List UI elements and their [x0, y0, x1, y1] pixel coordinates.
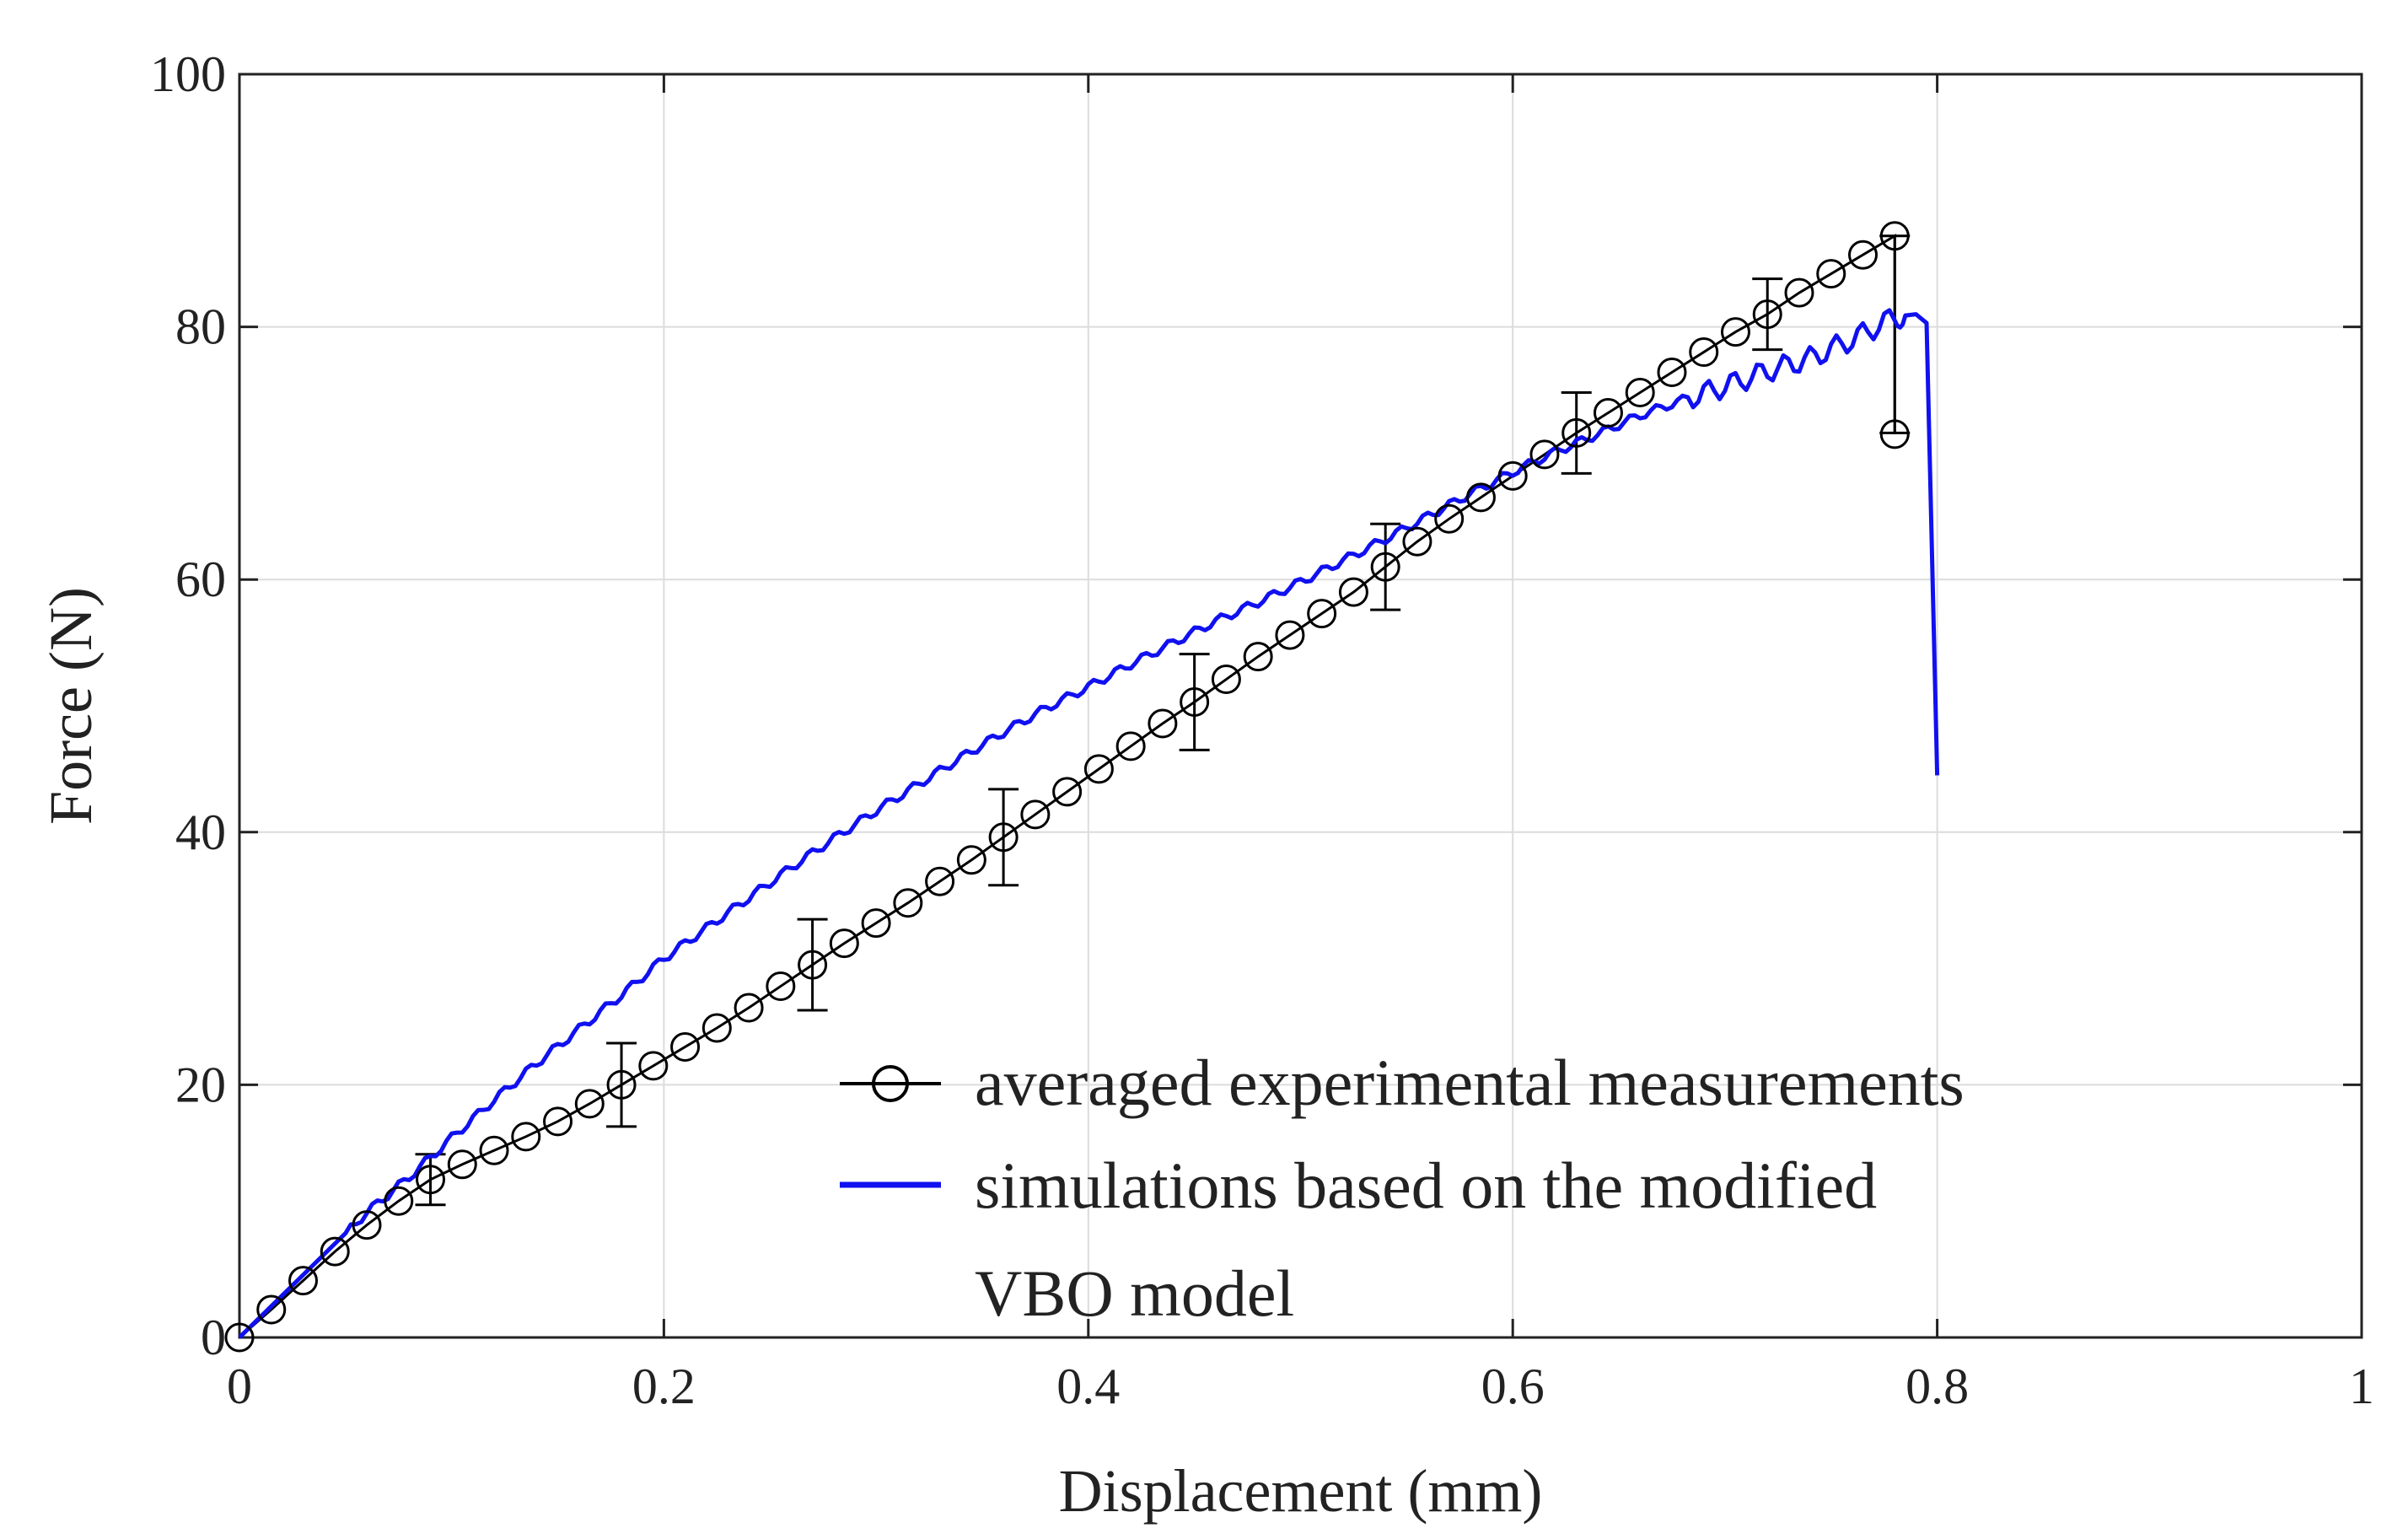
legend-marker-experimental	[872, 1065, 909, 1102]
error-bar	[1752, 277, 1783, 352]
experimental-point	[1561, 417, 1592, 448]
experimental-point	[1689, 337, 1719, 368]
legend: averaged experimental measurements simul…	[840, 1046, 1965, 1330]
experimental-point	[1625, 377, 1655, 407]
error-bar	[797, 917, 828, 1012]
experimental-point	[543, 1106, 573, 1137]
experimental-point	[1848, 239, 1879, 270]
error-bar	[1879, 234, 1911, 434]
experimental-point	[1816, 259, 1846, 289]
y-axis-title: Force (N)	[37, 587, 105, 825]
experimental-point	[1402, 526, 1432, 557]
experimental-point	[1083, 754, 1114, 784]
experimental-point	[861, 908, 891, 939]
experimental-point	[1052, 777, 1083, 807]
error-bar	[1561, 390, 1592, 475]
x-tick-label: 1	[2349, 1359, 2374, 1414]
experimental-point	[416, 1165, 446, 1195]
x-tick-label: 0	[227, 1359, 252, 1414]
experimental-point	[288, 1266, 319, 1296]
experimental-point	[511, 1122, 541, 1152]
x-tick-label: 0.8	[1905, 1359, 1969, 1414]
experimental-point	[1752, 299, 1782, 330]
x-tick-label: 0.4	[1056, 1359, 1120, 1414]
legend-label-experimental: averaged experimental measurements	[975, 1046, 1965, 1119]
experimental-point	[320, 1236, 350, 1267]
experimental-point	[479, 1135, 509, 1165]
experimental-point	[1593, 397, 1623, 428]
experimental-point	[1020, 799, 1051, 830]
experimental-point	[1243, 642, 1273, 672]
experimental-point	[1465, 482, 1496, 513]
experimental-point	[1657, 358, 1687, 388]
error-bar	[1370, 522, 1401, 611]
experimental-point	[352, 1210, 382, 1240]
experimental-point	[1720, 317, 1750, 347]
experimental-point	[224, 1322, 255, 1353]
experimental-point	[1370, 552, 1400, 582]
experimental-point	[893, 888, 923, 918]
y-tick-label: 60	[175, 552, 226, 607]
experimental-point	[1529, 439, 1560, 470]
experimental-point	[1497, 460, 1528, 491]
x-tick-label: 0.6	[1481, 1359, 1545, 1414]
experimental-point	[1879, 221, 1910, 251]
experimental-point	[766, 971, 796, 1002]
error-bar	[1179, 653, 1210, 751]
experimental-point	[1784, 277, 1814, 308]
y-tick-labels: 0 20 40 60 80 100	[150, 46, 226, 1365]
y-tick-label: 40	[175, 804, 226, 860]
experimental-point	[670, 1031, 701, 1062]
simulation-line	[238, 308, 1940, 1339]
y-tick-label: 0	[201, 1310, 226, 1365]
legend-entry-experimental: averaged experimental measurements	[840, 1046, 1965, 1119]
experimental-point	[1115, 731, 1146, 761]
experimental-point	[1434, 503, 1465, 534]
experimental-point	[798, 950, 828, 980]
experimental-point	[988, 822, 1019, 853]
y-tick-label: 20	[175, 1057, 226, 1112]
experimental-point	[574, 1089, 605, 1119]
experimental-point	[256, 1294, 287, 1325]
experimental-point	[1148, 708, 1178, 739]
experimental-point	[1879, 419, 1910, 449]
legend-label-simulation-line1: simulations based on the modified	[975, 1149, 1877, 1222]
legend-entry-simulation: simulations based on the modified VBO mo…	[840, 1149, 1877, 1330]
experimental-point	[701, 1013, 732, 1043]
legend-label-simulation-line2: VBO model	[975, 1256, 1294, 1330]
experimental-point	[1211, 665, 1241, 695]
experimental-point	[447, 1149, 477, 1180]
error-bar	[988, 788, 1019, 887]
experimental-point	[384, 1186, 414, 1216]
experimental-point	[1307, 599, 1337, 629]
experimental-point	[606, 1069, 637, 1100]
experimental-point	[956, 845, 986, 875]
data-series	[224, 221, 1940, 1353]
experimental-line	[239, 234, 1896, 1339]
experimental-point	[1338, 577, 1368, 607]
experimental-point	[829, 928, 859, 959]
y-tick-label: 80	[175, 299, 226, 355]
experimental-point	[734, 993, 764, 1023]
axis-ticks	[238, 73, 2363, 1339]
experimental-point	[638, 1051, 669, 1081]
plot-area-frame	[238, 73, 2363, 1339]
y-tick-label: 100	[150, 46, 226, 102]
experimental-point	[925, 866, 955, 896]
error-bar	[606, 1041, 637, 1128]
x-axis-title: Displacement (mm)	[1059, 1457, 1543, 1525]
x-tick-labels: 0 0.2 0.4 0.6 0.8 1	[227, 1359, 2374, 1414]
x-tick-label: 0.2	[632, 1359, 696, 1414]
experimental-point	[1275, 620, 1305, 650]
experimental-point	[1180, 687, 1210, 718]
